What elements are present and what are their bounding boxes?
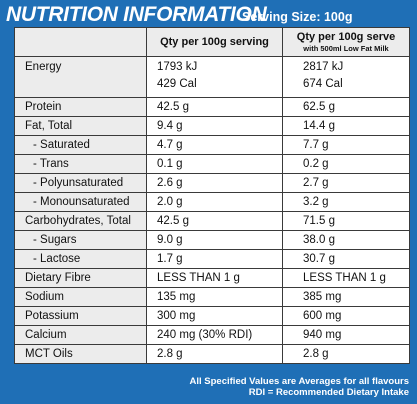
nutrient-label: - Saturated <box>14 135 147 155</box>
value-per-100g: 2.0 g <box>146 192 283 212</box>
table-row: - Saturated 4.7 g 7.7 g <box>14 135 410 155</box>
value-per-100g: 9.4 g <box>146 116 283 136</box>
value-with-milk: 2817 kJ 674 Cal <box>282 56 410 98</box>
energy-kj: 1793 kJ <box>157 61 198 73</box>
value-with-milk: 62.5 g <box>282 97 410 117</box>
value-with-milk: 600 mg <box>282 306 410 326</box>
value-with-milk: 2.8 g <box>282 344 410 364</box>
value-per-100g: 1.7 g <box>146 249 283 269</box>
nutrient-label: Energy <box>14 56 147 98</box>
table-row: - Sugars 9.0 g 38.0 g <box>14 230 410 250</box>
nutrient-label: Calcium <box>14 325 147 345</box>
nutrient-label: - Monounsaturated <box>14 192 147 212</box>
nutrition-table: Qty per 100g serving Qty per 100g serve … <box>14 27 410 364</box>
energy-kj: 2817 kJ <box>303 61 344 73</box>
value-per-100g: 1793 kJ 429 Cal <box>146 56 283 98</box>
table-row: Potassium 300 mg 600 mg <box>14 306 410 326</box>
value-per-100g: 2.8 g <box>146 344 283 364</box>
column-header-per-100g: Qty per 100g serving <box>146 27 283 57</box>
column-header-with-milk: Qty per 100g serve with 500ml Low Fat Mi… <box>282 27 410 57</box>
value-with-milk: 2.7 g <box>282 173 410 193</box>
nutrient-label: - Lactose <box>14 249 147 269</box>
table-row: Carbohydrates, Total 42.5 g 71.5 g <box>14 211 410 231</box>
value-per-100g: 4.7 g <box>146 135 283 155</box>
nutrient-label: - Trans <box>14 154 147 174</box>
value-with-milk: 71.5 g <box>282 211 410 231</box>
serving-size: Serving Size: 100g <box>242 10 353 24</box>
table-row: - Trans 0.1 g 0.2 g <box>14 154 410 174</box>
header-empty-cell <box>14 27 147 57</box>
value-with-milk: 0.2 g <box>282 154 410 174</box>
value-per-100g: 240 mg (30% RDI) <box>146 325 283 345</box>
table-row: - Lactose 1.7 g 30.7 g <box>14 249 410 269</box>
table-header-row: Qty per 100g serving Qty per 100g serve … <box>14 27 410 57</box>
footnote: All Specified Values are Averages for al… <box>190 376 409 398</box>
value-with-milk: 3.2 g <box>282 192 410 212</box>
value-per-100g: 0.1 g <box>146 154 283 174</box>
column-header-label: Qty per 100g serving <box>160 36 269 48</box>
nutrient-label: - Polyunsaturated <box>14 173 147 193</box>
footnote-rdi: RDI = Recommended Dietary Intake <box>248 387 409 398</box>
footnote-averages: All Specified Values are Averages for al… <box>189 376 409 387</box>
table-row: - Polyunsaturated 2.6 g 2.7 g <box>14 173 410 193</box>
value-per-100g: 42.5 g <box>146 97 283 117</box>
value-per-100g: 42.5 g <box>146 211 283 231</box>
value-with-milk: 385 mg <box>282 287 410 307</box>
value-with-milk: 7.7 g <box>282 135 410 155</box>
value-with-milk: 38.0 g <box>282 230 410 250</box>
table-row: Energy 1793 kJ 429 Cal 2817 kJ 674 Cal <box>14 56 410 98</box>
column-header-sublabel: with 500ml Low Fat Milk <box>303 44 389 53</box>
energy-cal: 429 Cal <box>157 78 197 90</box>
table-row: MCT Oils 2.8 g 2.8 g <box>14 344 410 364</box>
nutrient-label: Fat, Total <box>14 116 147 136</box>
value-with-milk: 940 mg <box>282 325 410 345</box>
value-per-100g: 2.6 g <box>146 173 283 193</box>
value-with-milk: 30.7 g <box>282 249 410 269</box>
header: NUTRITION INFORMATION Serving Size: 100g <box>6 3 411 31</box>
value-per-100g: 135 mg <box>146 287 283 307</box>
nutrient-label: MCT Oils <box>14 344 147 364</box>
value-with-milk: LESS THAN 1 g <box>282 268 410 288</box>
nutrient-label: Potassium <box>14 306 147 326</box>
page-title: NUTRITION INFORMATION <box>6 3 267 26</box>
table-row: Dietary Fibre LESS THAN 1 g LESS THAN 1 … <box>14 268 410 288</box>
value-per-100g: 9.0 g <box>146 230 283 250</box>
table-row: - Monounsaturated 2.0 g 3.2 g <box>14 192 410 212</box>
table-row: Protein 42.5 g 62.5 g <box>14 97 410 117</box>
nutrient-label: Sodium <box>14 287 147 307</box>
table-row: Fat, Total 9.4 g 14.4 g <box>14 116 410 136</box>
column-header-label: Qty per 100g serve <box>296 31 396 43</box>
table-row: Calcium 240 mg (30% RDI) 940 mg <box>14 325 410 345</box>
nutrient-label: Dietary Fibre <box>14 268 147 288</box>
nutrient-label: Protein <box>14 97 147 117</box>
value-with-milk: 14.4 g <box>282 116 410 136</box>
energy-cal: 674 Cal <box>303 78 343 90</box>
nutrient-label: Carbohydrates, Total <box>14 211 147 231</box>
value-per-100g: LESS THAN 1 g <box>146 268 283 288</box>
table-row: Sodium 135 mg 385 mg <box>14 287 410 307</box>
nutrient-label: - Sugars <box>14 230 147 250</box>
value-per-100g: 300 mg <box>146 306 283 326</box>
